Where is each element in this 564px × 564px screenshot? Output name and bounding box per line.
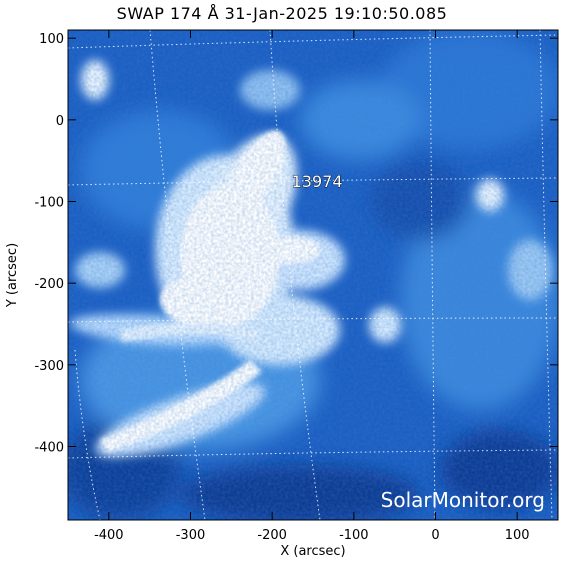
heliographic-grid bbox=[68, 30, 558, 520]
x-tick-label: -100 bbox=[339, 528, 369, 543]
x-axis-label: X (arcsec) bbox=[280, 544, 345, 559]
x-tick-label: 100 bbox=[505, 528, 530, 543]
x-axis-ticks: -400 -300 -200 -100 0 100 bbox=[94, 30, 530, 543]
x-tick-label: -300 bbox=[176, 528, 206, 543]
plot-frame bbox=[67, 29, 559, 521]
active-region-label: 13974 bbox=[292, 172, 343, 191]
y-tick-label: -400 bbox=[34, 441, 64, 456]
x-tick-label: -200 bbox=[257, 528, 287, 543]
x-tick-label: 0 bbox=[431, 528, 439, 543]
solarmonitor-watermark: SolarMonitor.org bbox=[381, 488, 545, 512]
y-tick-label: 100 bbox=[39, 32, 64, 47]
image-title: SWAP 174 Å 31-Jan-2025 19:10:50.085 bbox=[116, 4, 448, 23]
y-tick-label: 0 bbox=[56, 114, 64, 129]
solar-euv-image bbox=[68, 30, 558, 520]
x-tick-label: -400 bbox=[94, 528, 124, 543]
y-tick-label: -100 bbox=[34, 196, 64, 211]
y-tick-label: -300 bbox=[34, 359, 64, 374]
y-tick-label: -200 bbox=[34, 277, 64, 292]
y-axis-label: Y (arcsec) bbox=[5, 243, 20, 308]
y-axis-ticks: 100 0 -100 -200 -300 -400 bbox=[34, 32, 558, 456]
